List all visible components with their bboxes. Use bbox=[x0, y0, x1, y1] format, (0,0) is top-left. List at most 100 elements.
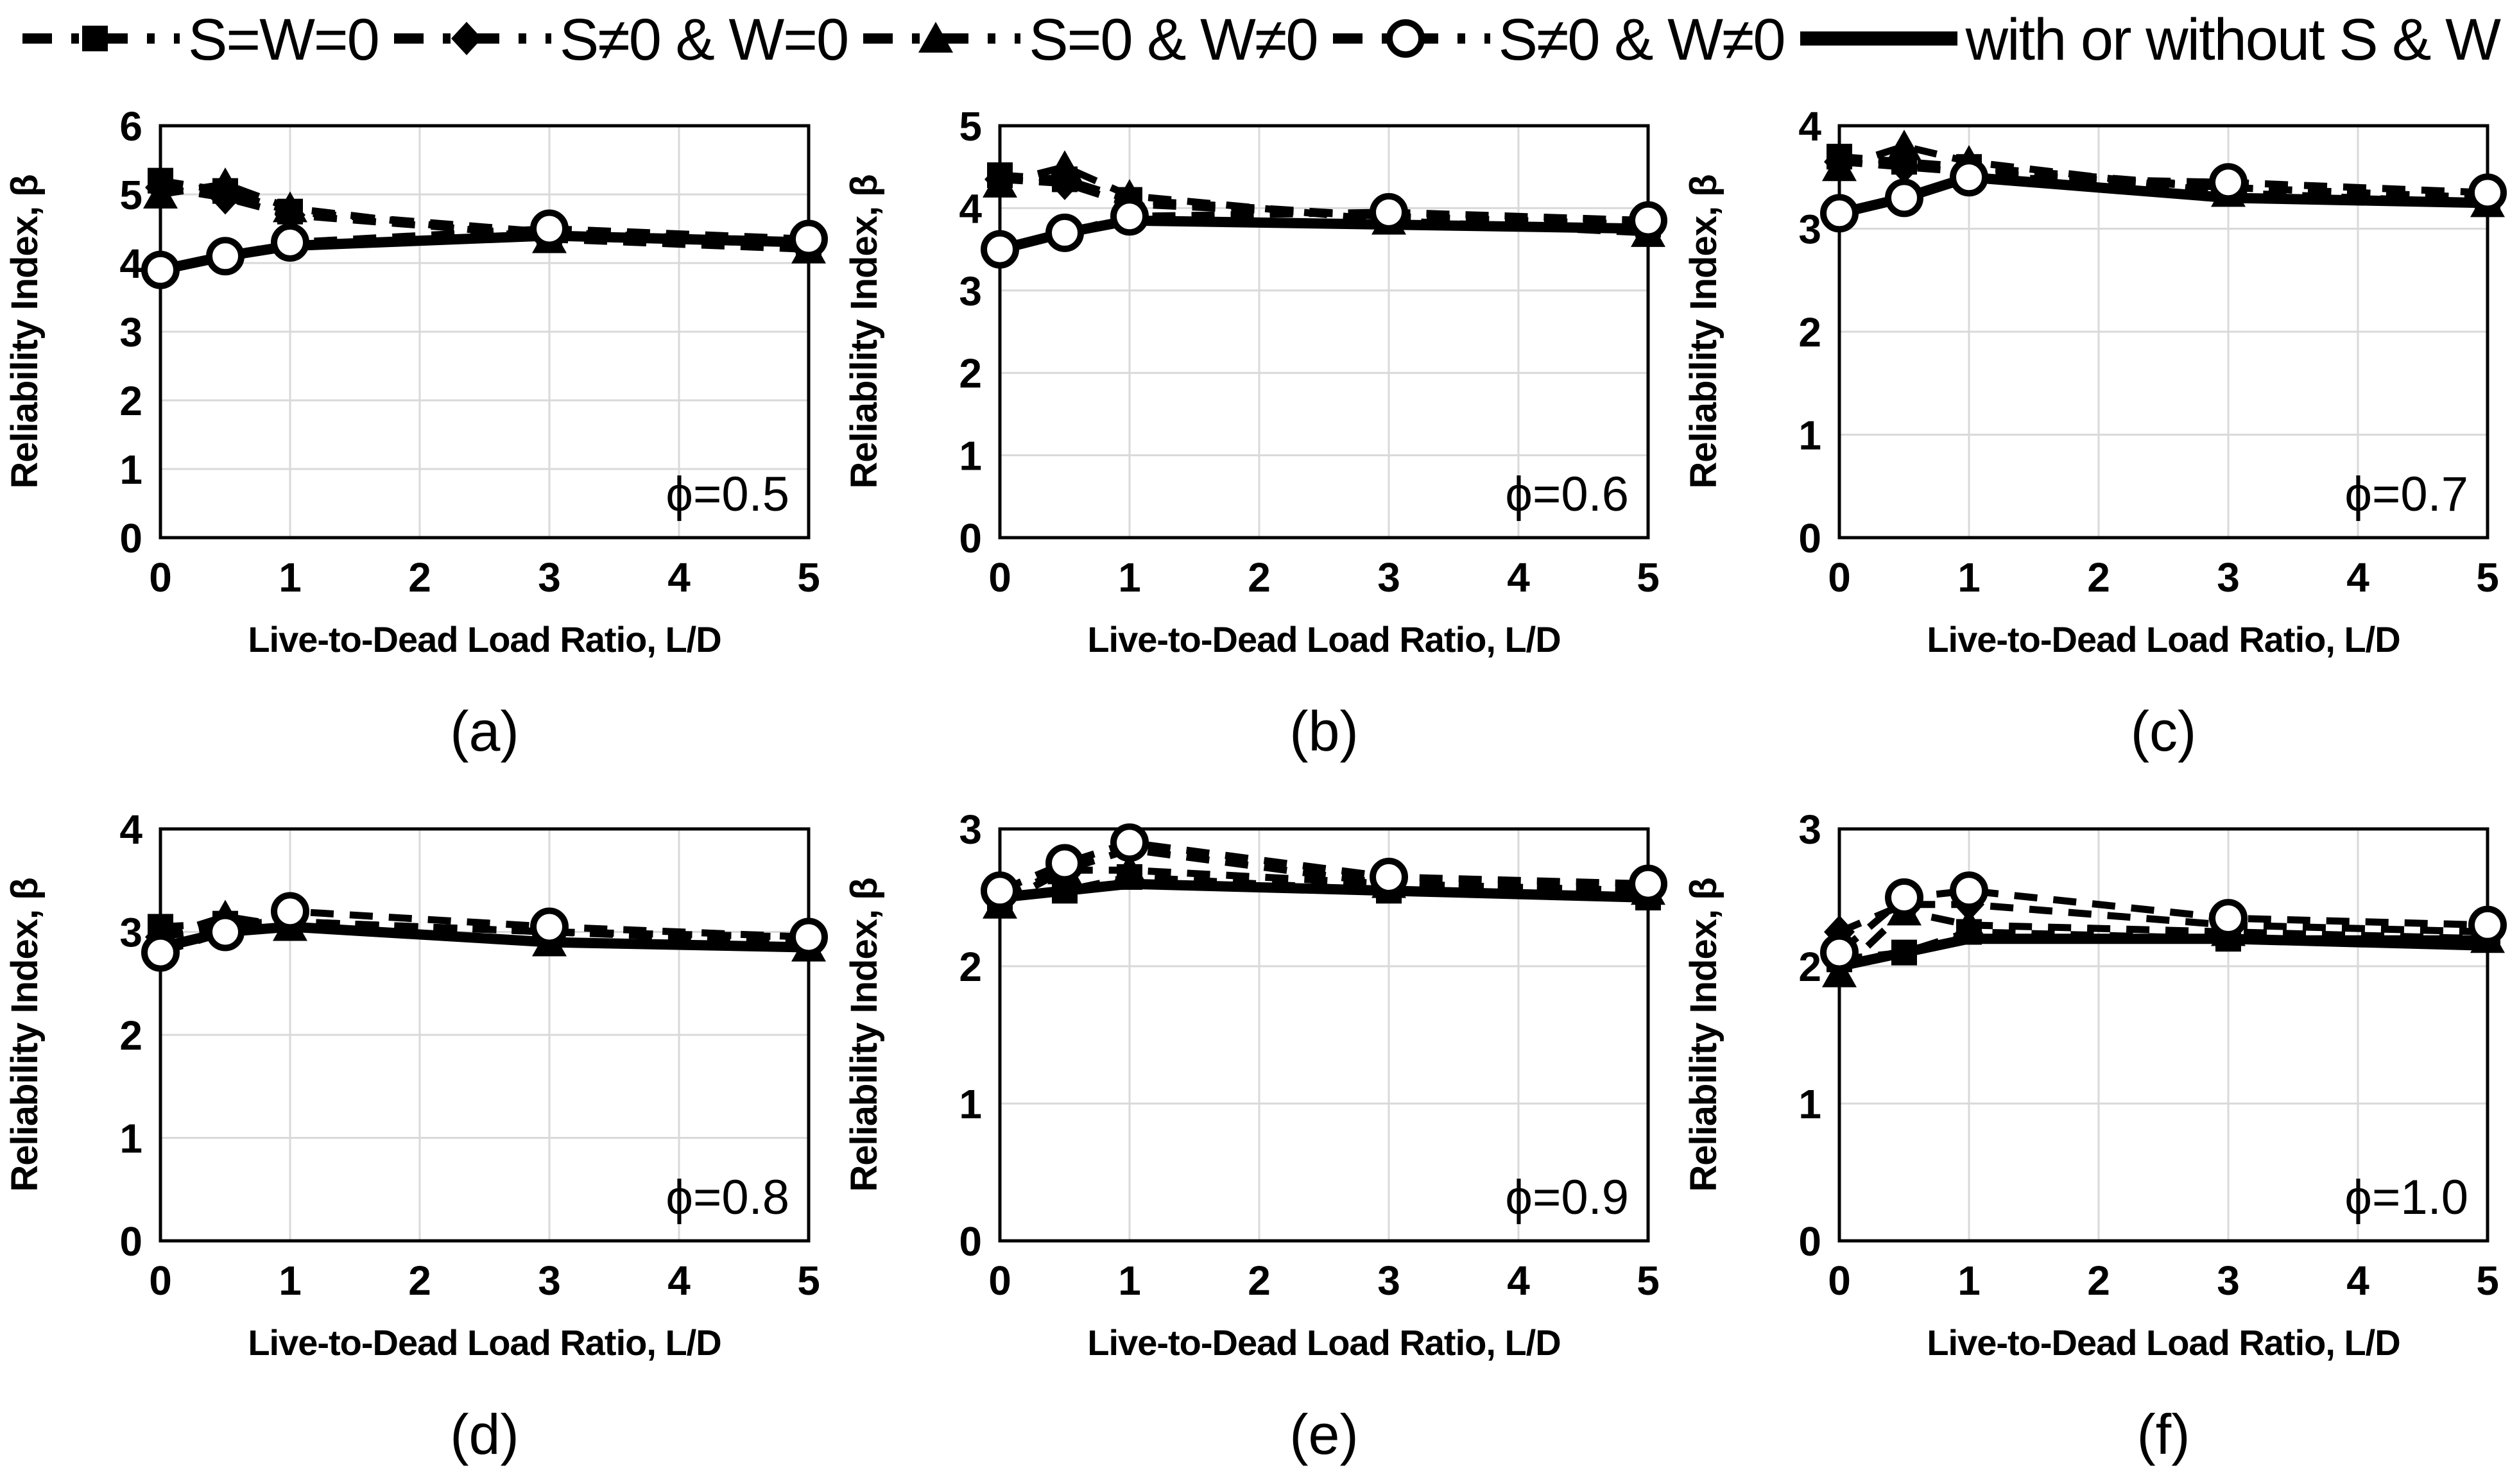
phi-annotation: ϕ=0.6 bbox=[1505, 467, 1629, 522]
panel-f-caption: (f) bbox=[2136, 1403, 2190, 1466]
open-circle-marker-icon bbox=[206, 237, 245, 276]
phi-annotation: ϕ=0.5 bbox=[666, 467, 789, 522]
open-circle-marker-icon bbox=[2468, 173, 2507, 212]
y-tick-label: 2 bbox=[959, 944, 982, 990]
open-circle-marker-icon bbox=[1885, 878, 1923, 917]
legend-sample bbox=[1332, 19, 1490, 58]
y-tick-label: 2 bbox=[959, 350, 982, 397]
triangle-marker-icon bbox=[1822, 150, 1857, 182]
dashed-open-circle-marker-icon bbox=[1330, 12, 1493, 69]
x-tick-label: 4 bbox=[667, 1258, 691, 1304]
triangle-marker-icon bbox=[983, 166, 1017, 198]
plot-border bbox=[1837, 124, 2489, 540]
dashed-square-marker-icon bbox=[19, 12, 183, 69]
open-circle-marker-icon bbox=[1820, 194, 1859, 233]
legend-sample bbox=[863, 21, 1021, 53]
triangle-marker-icon bbox=[273, 191, 307, 223]
open-circle-marker-icon bbox=[1820, 933, 1859, 972]
y-axis-title: Reliability Index, β bbox=[1683, 878, 1724, 1191]
x-tick-label: 0 bbox=[1828, 554, 1851, 601]
panel-f-chart: 0 1 2 3 0 1 2 3 4 5 Live-to-Dead Load Ratio, L/D Re… bbox=[1679, 779, 2518, 1403]
x-axis-title: Live-to-Dead Load Ratio, L/D bbox=[1927, 1322, 2400, 1363]
x-tick-label: 5 bbox=[1637, 554, 1660, 601]
panel-a-plot: 0 1 2 3 4 5 6 0 1 2 3 4 5 Live-to-Dead Load Ratio, L/… bbox=[4, 103, 828, 660]
x-tick-label: 2 bbox=[408, 1258, 431, 1304]
dashed-diamond-marker-icon bbox=[391, 12, 555, 69]
x-tick-label: 4 bbox=[2346, 554, 2369, 601]
series-line-solid bbox=[1838, 934, 2488, 971]
open-circle-marker-icon bbox=[1110, 823, 1149, 862]
panel-b-plot: 0 1 2 3 4 5 0 1 2 3 4 5 Live-to-Dead Load Ratio, L/D… bbox=[843, 103, 1667, 660]
x-tick-label: 3 bbox=[2217, 1258, 2240, 1304]
y-tick-label: 5 bbox=[119, 172, 142, 218]
plot-border bbox=[998, 827, 1650, 1243]
triangle-marker-icon bbox=[1887, 130, 1921, 161]
open-circle-marker-icon bbox=[789, 219, 828, 259]
open-circle-marker-icon bbox=[2209, 899, 2248, 938]
y-axis-title: Reliability Index, β bbox=[4, 878, 46, 1191]
x-tick-label: 0 bbox=[1828, 1258, 1851, 1304]
x-tick-label: 2 bbox=[1248, 554, 1271, 601]
x-tick-label: 4 bbox=[1507, 1258, 1530, 1304]
x-tick-label: 2 bbox=[2087, 554, 2110, 601]
triangle-marker-icon bbox=[1047, 150, 1082, 182]
y-tick-label: 6 bbox=[119, 103, 142, 149]
panel-f: 0 1 2 3 0 1 2 3 4 5 Live-to-Dead Load Ratio, L/D Re… bbox=[1679, 779, 2518, 1482]
open-circle-marker-icon bbox=[1370, 857, 1408, 896]
open-circle-marker-icon bbox=[1950, 158, 1988, 197]
panel-e: 0 1 2 3 0 1 2 3 4 5 Live-to-Dead Load Ratio, L/D Re… bbox=[839, 779, 1679, 1482]
x-tick-label: 3 bbox=[538, 554, 561, 601]
x-tick-label: 3 bbox=[1377, 554, 1400, 601]
y-tick-label: 5 bbox=[959, 103, 982, 149]
panel-b-caption: (b) bbox=[1289, 699, 1359, 763]
open-circle-marker-icon bbox=[981, 230, 1019, 269]
series-line-triangle bbox=[1837, 907, 2488, 976]
y-tick-label: 1 bbox=[959, 433, 982, 479]
x-tick-label: 1 bbox=[1957, 1258, 1981, 1304]
y-tick-label: 3 bbox=[959, 806, 982, 853]
open-circle-marker-icon bbox=[1110, 197, 1149, 236]
open-circle-marker-icon bbox=[1885, 178, 1923, 217]
x-tick-label: 1 bbox=[1118, 1258, 1141, 1304]
x-tick-label: 3 bbox=[2217, 554, 2240, 601]
open-circle-marker-icon bbox=[1629, 864, 1667, 903]
triangle-marker-icon bbox=[1112, 853, 1147, 885]
x-tick-label: 4 bbox=[2346, 1258, 2369, 1304]
x-tick-label: 3 bbox=[1377, 1258, 1400, 1304]
plot-border bbox=[159, 124, 811, 540]
x-tick-label: 0 bbox=[149, 554, 172, 601]
triangle-marker-icon bbox=[1952, 908, 1986, 939]
triangle-marker-icon bbox=[1822, 956, 1857, 987]
open-circle-marker-icon bbox=[141, 250, 180, 289]
legend-item-s-w-0: S=W=0 bbox=[19, 10, 380, 69]
legend-sample bbox=[1800, 31, 1957, 46]
legend-item-s-ne0-w-ne0: S≠0 & W≠0 bbox=[1330, 7, 1786, 72]
y-tick-label: 0 bbox=[959, 515, 982, 561]
series-line-solid bbox=[999, 215, 1649, 255]
open-circle-marker-icon bbox=[1950, 871, 1988, 910]
x-tick-label: 5 bbox=[1637, 1258, 1660, 1304]
open-circle-marker-icon bbox=[1045, 844, 1084, 883]
y-tick-label: 0 bbox=[1798, 515, 1821, 561]
open-circle-marker-icon bbox=[789, 917, 828, 957]
legend-label: S≠0 & W≠0 bbox=[1498, 7, 1786, 72]
panel-d-plot: 0 1 2 3 4 0 1 2 3 4 5 Live-to-Dead Load Ratio, L/D R… bbox=[4, 806, 828, 1363]
phi-annotation: ϕ=1.0 bbox=[2344, 1170, 2468, 1225]
y-tick-label: 3 bbox=[1798, 806, 1821, 853]
panel-c-chart: 0 1 2 3 4 0 1 2 3 4 5 Live-to-Dead Load Ratio, L/D R… bbox=[1679, 76, 2518, 699]
x-tick-label: 1 bbox=[1118, 554, 1141, 601]
x-axis-title: Live-to-Dead Load Ratio, L/D bbox=[248, 619, 721, 660]
diamond-marker-icon bbox=[451, 21, 482, 55]
open-circle-marker-icon bbox=[530, 907, 569, 946]
square-marker-icon bbox=[1891, 939, 1917, 966]
legend-item-with-or-without: with or without S & W bbox=[1797, 10, 2501, 69]
y-tick-label: 2 bbox=[119, 1012, 142, 1059]
panel-b: 0 1 2 3 4 5 0 1 2 3 4 5 Live-to-Dead Load Ratio, L/D… bbox=[839, 76, 1679, 779]
x-tick-label: 2 bbox=[408, 554, 431, 601]
open-circle-marker-icon bbox=[1370, 192, 1408, 232]
panel-d-chart: 0 1 2 3 4 0 1 2 3 4 5 Live-to-Dead Load Ratio, L/D R… bbox=[0, 779, 839, 1403]
x-axis-title: Live-to-Dead Load Ratio, L/D bbox=[248, 1322, 721, 1363]
open-circle-marker-icon bbox=[2209, 163, 2248, 202]
y-tick-label: 2 bbox=[1798, 944, 1821, 990]
panel-c-plot: 0 1 2 3 4 0 1 2 3 4 5 Live-to-Dead Load Ratio, L/D R… bbox=[1683, 103, 2507, 660]
